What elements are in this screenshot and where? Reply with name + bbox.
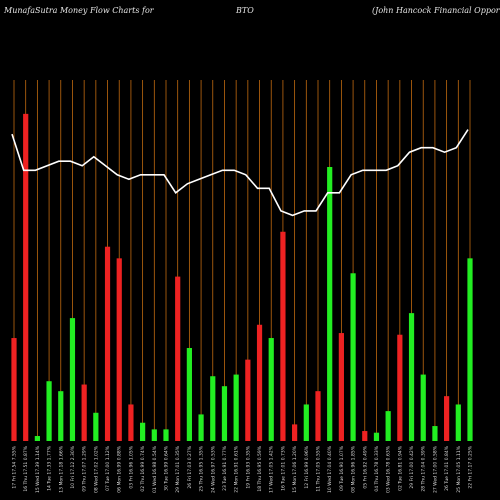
price-line [11, 129, 469, 217]
x-tick-label: 03 Fri 16.96 1.05% [128, 445, 134, 488]
x-tick-label: 17 Fri 17.54 7.55% [12, 445, 18, 488]
x-tick-label: 10 Fri 17.12 2.30% [70, 445, 76, 488]
x-tick-label: 14 Tue 17.33 1.77% [47, 445, 53, 491]
money-flow-bar [245, 359, 251, 441]
money-flow-bar [444, 396, 450, 441]
x-tick-label: 22 Fri 17.17 0.25% [468, 445, 474, 488]
x-tick-label: 29 Fri 17.00 0.42% [409, 445, 415, 488]
x-tick-label: 07 Tue 17.00 1.12% [105, 445, 111, 491]
x-tick-label: 02 Tue 16.81 0.94% [397, 445, 403, 491]
x-tick-label: 25 Thu 16.95 1.35% [199, 445, 205, 491]
x-tick-label: 12 Fri 16.99 0.96% [304, 445, 310, 488]
x-tick-label: 19 Fri 16.93 0.35% [245, 445, 251, 488]
x-tick-label: 01 Wed 16.98 0.54% [152, 445, 158, 493]
money-flow-bar [373, 432, 380, 441]
x-tick-label: 08 Wed 17.02 1.02% [93, 445, 99, 493]
x-tick-label: 04 Thu 16.78 0.33% [374, 445, 380, 491]
money-flow-bar [46, 381, 52, 441]
x-tick-label: 02 Thu 16.99 0.74% [140, 445, 146, 491]
x-tick-label: 29 Mon 17.01 0.35% [175, 445, 181, 492]
money-flow-bar [408, 313, 415, 441]
x-tick-label: 15 Wed 17.39 1.14% [35, 445, 41, 493]
x-tick-label: 08 Mon 16.96 1.85% [351, 445, 357, 492]
money-flow-bar [34, 436, 40, 441]
money-flow-bar [23, 113, 29, 441]
x-tick-label: 28 Thu 17.04 0.39% [421, 445, 427, 491]
chart-header-right: (John Hancock Financial Opportu [372, 6, 500, 15]
x-tick-label: 17 Wed 17.05 1.42% [269, 445, 275, 493]
money-flow-bar [175, 276, 181, 441]
money-flow-bar [385, 411, 391, 441]
x-tick-label: 18 Thu 16.95 0.59% [257, 445, 263, 491]
x-tick-label: 03 Wed 16.78 0.63% [386, 445, 392, 493]
x-tick-label: 09 Thu 17.07 1.29% [82, 445, 88, 491]
x-tick-labels: 17 Fri 17.54 7.55% 16 Thu 17.51 0.87% 15 W… [12, 445, 474, 493]
x-tick-label: 25 Mon 17.05 1.11% [456, 445, 462, 492]
x-tick-label: 22 Mon 16.91 0.61% [234, 445, 240, 492]
x-tick-label: 09 Tue 16.90 1.07% [339, 445, 345, 491]
x-tick-label: 06 Mon 16.99 0.88% [117, 445, 123, 492]
x-tick-label: 15 Mon 17.06 1.20% [292, 445, 298, 492]
money-flow-bar [81, 384, 87, 441]
money-flow-bar [186, 348, 192, 441]
x-tick-label: 24 Wed 16.97 0.53% [210, 445, 216, 493]
money-flow-bar [338, 333, 344, 441]
money-flow-bar [256, 324, 263, 441]
money-flow-bar [420, 374, 426, 441]
money-flow-bar [128, 404, 134, 441]
x-tick-label: 26 Tue 17.01 0.84% [444, 445, 450, 491]
x-tick-label: 16 Thu 17.51 0.87% [23, 445, 29, 491]
x-tick-label: 13 Mon 17.18 1.66% [58, 445, 64, 492]
money-flow-bar [327, 167, 333, 441]
money-flow-bar [58, 391, 64, 441]
money-flow-bar [362, 431, 368, 441]
money-flow-bar [455, 404, 461, 441]
chart-header-left: MunafaSutra Money Flow Charts for [4, 6, 154, 15]
money-flow-bar [151, 429, 157, 441]
money-flow-bar [350, 273, 356, 441]
money-flow-bar [93, 412, 99, 441]
price-line-path [11, 129, 469, 217]
money-flow-bar [315, 391, 321, 441]
money-flow-bar [221, 386, 228, 441]
money-flow-bar [397, 334, 403, 441]
money-flow-bars [11, 113, 473, 441]
money-flow-bar [69, 318, 76, 441]
money-flow-bar [163, 429, 169, 441]
chart-header-ticker: BTO [236, 6, 254, 15]
x-tick-label: 10 Wed 17.04 0.40% [327, 445, 333, 493]
money-flow-bar [292, 424, 298, 441]
money-flow-bar [104, 246, 111, 441]
x-tick-label: 26 Fri 17.03 0.27% [187, 445, 193, 488]
money-flow-bar [268, 338, 274, 441]
money-flow-bar [210, 376, 216, 441]
x-tick-label: 11 Thu 17.05 0.55% [316, 445, 322, 491]
money-flow-bar [432, 426, 438, 441]
x-tick-label: 27 Wed 17.00 0.58% [432, 445, 438, 493]
money-flow-bar [140, 422, 146, 441]
money-flow-bar [303, 404, 309, 441]
money-flow-bar [467, 258, 473, 441]
x-tick-label: 23 Tue 16.91 0.77% [222, 445, 228, 491]
money-flow-bar [116, 258, 122, 441]
money-flow-bar [198, 414, 204, 441]
x-tick-label: 30 Tue 16.99 0.64% [164, 445, 170, 491]
x-tick-label: 05 Fri 16.92 0.49% [362, 445, 368, 488]
x-tick-label: 16 Tue 17.01 0.73% [280, 445, 286, 491]
money-flow-bar [280, 231, 286, 441]
money-flow-bar [11, 338, 17, 441]
money-flow-bar [233, 374, 239, 441]
